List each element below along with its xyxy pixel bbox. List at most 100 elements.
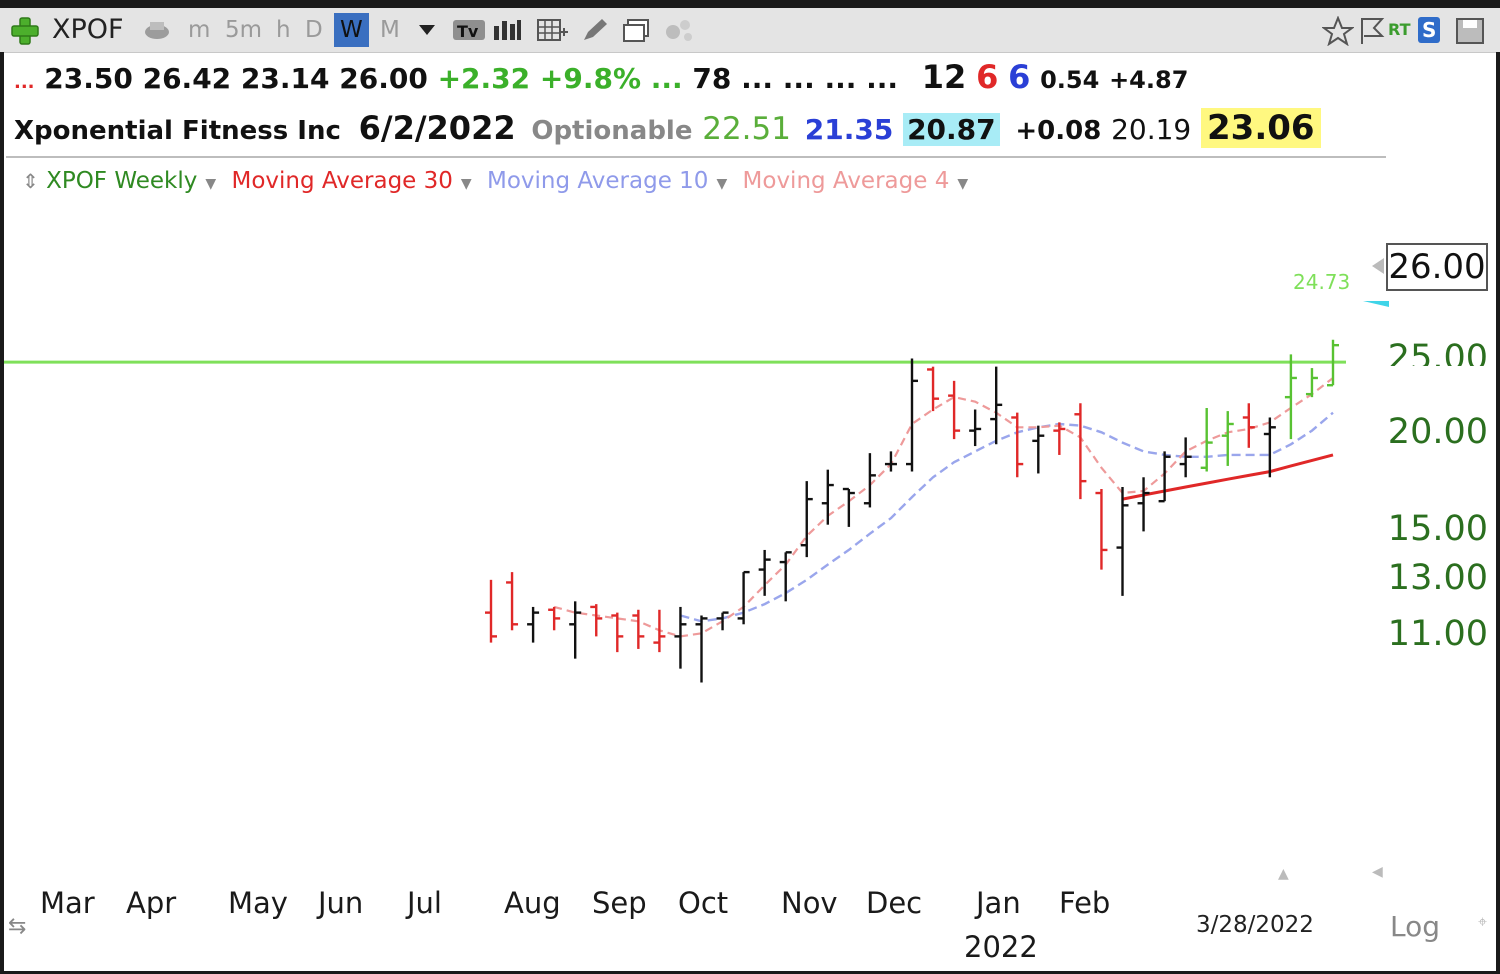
open-price: 23.50 [44, 62, 133, 95]
ohlc-bar [716, 611, 729, 631]
date-label: 3/28/2022 [1196, 912, 1314, 938]
move-handle-icon[interactable]: ⇕ [22, 169, 39, 193]
x-tick-label: Oct [678, 886, 729, 920]
low-price: 23.14 [240, 62, 330, 95]
chevron-down-icon[interactable] [418, 24, 436, 36]
ma30-line [1122, 453, 1334, 501]
ohlc-bar [737, 570, 750, 625]
ohlc-bar [1200, 407, 1213, 472]
dots-group: ... ... ... ... [741, 62, 899, 95]
ohlc-bar [884, 451, 897, 472]
window-top-border [0, 0, 1500, 8]
last-price-box: 26.00 [1386, 243, 1488, 291]
x-tick-label: Feb [1059, 886, 1111, 920]
ohlc-bar [969, 409, 982, 447]
ohlc-bar [1053, 422, 1066, 455]
ohlc-bar [1074, 403, 1087, 500]
info-price-6: 23.06 [1201, 108, 1321, 148]
duplicate-icon[interactable] [622, 18, 656, 42]
ohlc-bar [779, 551, 792, 602]
optionable-label: Optionable [531, 116, 693, 146]
metric-1: 0.54 [1040, 66, 1100, 94]
scroll-toggle-icon[interactable]: ⌖ [1478, 912, 1488, 931]
save-icon[interactable] [1455, 17, 1485, 45]
ohlc-bar [569, 601, 582, 659]
legend-main-series[interactable]: XPOF Weekly [46, 168, 198, 194]
frame-bottom [0, 971, 1500, 974]
info-change: +0.08 [1015, 116, 1102, 146]
period-hour-button[interactable]: h [276, 17, 291, 43]
ohlc-bar [990, 366, 1003, 445]
compare-icon[interactable] [664, 18, 698, 42]
ohlc-bar [695, 615, 708, 683]
bar-style-icon[interactable] [492, 18, 522, 42]
rating-value: 78 [692, 62, 732, 95]
period-weekly-button[interactable]: W [334, 13, 369, 47]
x-tick-label: Apr [126, 886, 177, 920]
x-tick-label: Sep [592, 886, 647, 920]
x-tick-label: Dec [866, 886, 923, 920]
dots-separator: ... [650, 62, 683, 95]
link-icon[interactable] [142, 18, 172, 42]
quote-more-dots[interactable]: ... [14, 72, 35, 93]
period-daily-button[interactable]: D [305, 17, 323, 43]
chevron-down-icon[interactable]: ▼ [205, 176, 217, 192]
symbol-label[interactable]: XPOF [52, 14, 124, 45]
log-scale-toggle[interactable]: Log [1390, 910, 1441, 943]
info-price-5: 20.19 [1111, 113, 1192, 146]
y-tick-label: 25.00 [1387, 340, 1488, 367]
scroll-up-icon[interactable]: ▲ [1278, 866, 1289, 882]
chevron-down-icon[interactable]: ▼ [716, 176, 728, 192]
star-icon[interactable] [1322, 16, 1354, 46]
legend-ma30[interactable]: Moving Average 30 [231, 168, 453, 194]
x-tick-label: Nov [781, 886, 838, 920]
realtime-badge[interactable]: RT [1388, 20, 1411, 39]
chevron-down-icon[interactable]: ▼ [460, 176, 472, 192]
grid-icon[interactable] [536, 18, 568, 42]
ohlc-bar [1158, 451, 1171, 503]
ohlc-bar [485, 579, 497, 643]
legend-ma4[interactable]: Moving Average 4 [742, 168, 950, 194]
ohlc-bar [590, 604, 603, 637]
alert-flag-icon[interactable] [1358, 16, 1386, 46]
info-row: Xponential Fitness Inc 6/2/2022 Optionab… [14, 108, 1321, 148]
add-symbol-icon[interactable] [10, 17, 40, 45]
ohlc-bar [1327, 339, 1339, 387]
quote-date: 6/2/2022 [358, 109, 516, 147]
ohlc-bar [758, 549, 771, 596]
ohlc-bar [674, 606, 687, 669]
chevron-down-icon[interactable]: ▼ [957, 176, 969, 192]
period-5min-button[interactable]: 5m [225, 17, 263, 43]
x-tick-label: Aug [504, 886, 561, 920]
price-change: +2.32 [437, 62, 531, 95]
ohlc-bar [1137, 477, 1150, 532]
svg-text:Tv: Tv [457, 22, 479, 41]
text-tool-icon[interactable]: Tv [452, 18, 486, 42]
ma10-line [680, 411, 1334, 623]
x-tick-label: Jun [318, 886, 364, 920]
ohlc-bar [1242, 403, 1255, 448]
ohlc-bar [1221, 411, 1234, 466]
period-monthly-button[interactable]: M [380, 17, 400, 43]
pencil-icon[interactable] [580, 18, 610, 42]
legend-ma10[interactable]: Moving Average 10 [487, 168, 709, 194]
ohlc-bar [1179, 437, 1192, 478]
ohlc-bar [948, 380, 961, 440]
x-tick-label: Mar [40, 886, 95, 920]
period-minute-button[interactable]: m [188, 17, 211, 43]
ohlc-bar [1011, 412, 1024, 478]
x-tick-label: May [228, 886, 288, 920]
legend: ⇕ XPOF Weekly ▼ Moving Average 30 ▼ Moving… [22, 168, 968, 194]
back-arrows-icon[interactable]: ⇆ [8, 914, 27, 939]
scroll-left-icon[interactable]: ◀ [1372, 864, 1383, 880]
y-tick-label: 15.00 [1387, 509, 1488, 550]
ohlc-bar [548, 606, 561, 631]
ohlc-bar [506, 572, 519, 631]
toolbar: XPOF m 5m h D W M Tv RT S [0, 8, 1500, 53]
screener-badge[interactable]: S [1418, 17, 1441, 43]
ohlc-bar [611, 612, 624, 653]
ohlc-bar [1095, 489, 1108, 570]
price-change-pct: +9.8% [539, 62, 641, 95]
